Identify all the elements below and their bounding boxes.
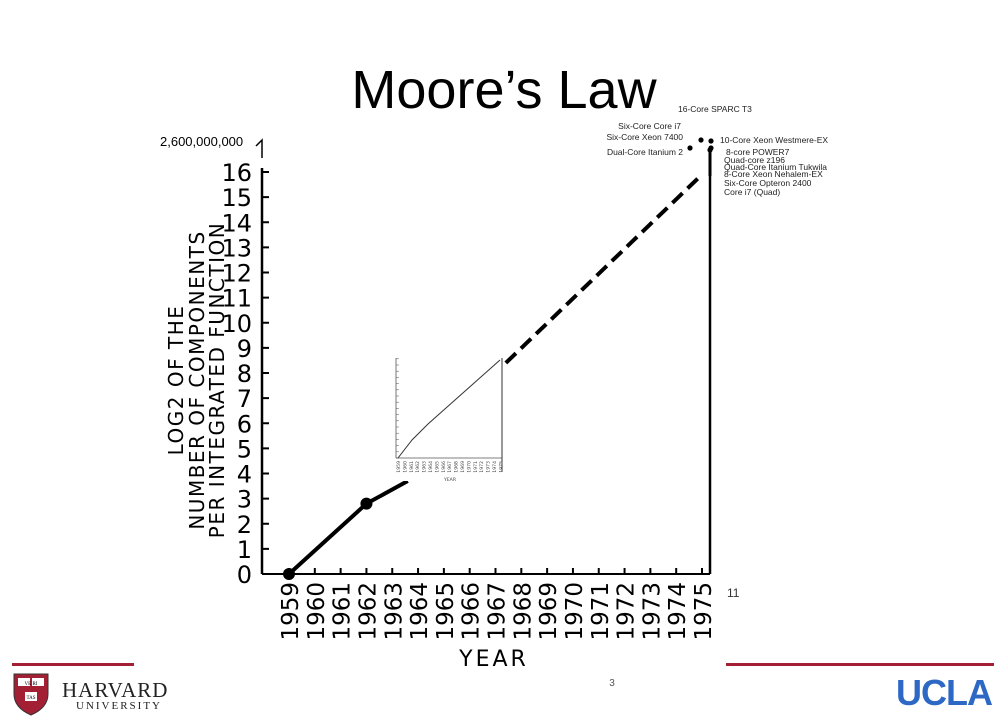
inset-x-tick-label: 1967 bbox=[447, 461, 453, 473]
y-tick-label: 4 bbox=[237, 461, 252, 489]
processor-label: Core i7 (Quad) bbox=[724, 187, 780, 197]
y-tick-label: 3 bbox=[237, 486, 252, 514]
harvard-logo-text: HARVARD bbox=[62, 678, 169, 702]
x-tick-label: 1961 bbox=[330, 582, 356, 641]
left-divider bbox=[12, 663, 134, 666]
right-divider bbox=[726, 663, 994, 666]
harvard-logo-subtext: UNIVERSITY bbox=[76, 700, 162, 712]
x-tick-label: 1965 bbox=[433, 582, 459, 641]
x-axis-label: YEAR bbox=[458, 647, 529, 672]
y-tick-label: 10 bbox=[221, 310, 252, 338]
y-tick-label: 7 bbox=[237, 385, 252, 413]
y-axis-label-line: PER INTEGRATED FUNCTION bbox=[205, 222, 229, 538]
inset-x-tick-label: 1968 bbox=[454, 461, 460, 473]
inset-trend-line bbox=[397, 359, 501, 459]
top-value-label: 2,600,000,000 bbox=[160, 134, 243, 149]
y-tick-label: 0 bbox=[237, 561, 252, 589]
processor-label: Quad-core z196 bbox=[724, 155, 785, 165]
x-tick-labels: 1959 1960 1961 1962 1963 1964 1965 1966 1967 1968… bbox=[278, 568, 717, 641]
y-tick-label: 1 bbox=[237, 536, 252, 564]
processor-label: 8-core POWER7 bbox=[726, 147, 790, 157]
y-tick-label: 9 bbox=[237, 335, 252, 363]
x-tick-label: 1969 bbox=[536, 582, 562, 641]
x-tick-label: 1967 bbox=[485, 582, 511, 641]
y-tick-label: 8 bbox=[237, 360, 252, 388]
x-tick-label: 1964 bbox=[407, 582, 433, 641]
inset-x-tick-label: 1961 bbox=[409, 461, 415, 473]
inset-x-tick-label: 1974 bbox=[492, 461, 498, 473]
solid-trend-line bbox=[287, 479, 409, 576]
y-tick-label: 12 bbox=[221, 260, 252, 288]
processor-label: 16-Core SPARC T3 bbox=[678, 104, 752, 114]
harvard-shield-icon: VE RI TAS bbox=[13, 673, 49, 716]
ucla-logo: UCLA bbox=[896, 672, 993, 713]
y-tick-label: 13 bbox=[221, 234, 252, 262]
inset-x-tick-label: 1959 bbox=[396, 461, 402, 473]
x-tick-label: 1966 bbox=[459, 582, 485, 641]
slide-title: Moore’s Law bbox=[351, 60, 657, 120]
processor-label: Six-Core Core i7 bbox=[618, 121, 681, 131]
processor-label: Six-Core Opteron 2400 bbox=[724, 178, 812, 188]
inset-x-tick-label: 1975 bbox=[498, 461, 504, 473]
data-markers bbox=[283, 497, 373, 580]
top-bracket bbox=[255, 138, 263, 158]
data-point bbox=[360, 497, 373, 510]
y-tick-label: 11 bbox=[221, 285, 252, 313]
x-tick-label: 1971 bbox=[588, 582, 614, 641]
shield-text-2: TAS bbox=[26, 696, 35, 701]
processor-label: Six-Core Xeon 7400 bbox=[606, 132, 683, 142]
inset-x-tick-label: 1965 bbox=[434, 461, 440, 473]
x-tick-label: 1959 bbox=[278, 582, 304, 641]
x-tick-label: 1975 bbox=[691, 582, 717, 641]
page-number: 3 bbox=[609, 678, 615, 689]
inset-x-tick-label: 1969 bbox=[460, 461, 466, 473]
inset-x-tick-label: 1963 bbox=[422, 461, 428, 473]
y-tick-label: 16 bbox=[221, 159, 252, 187]
processor-label: 8-Core Xeon Nehalem-EX bbox=[724, 169, 823, 179]
processor-point bbox=[698, 137, 704, 143]
inset-x-tick-label: 1971 bbox=[473, 461, 479, 473]
x-tick-label: 1963 bbox=[381, 582, 407, 641]
inset-x-tick-label: 1972 bbox=[479, 461, 485, 473]
inset-chart: 1959 1960 1961 1962 1963 1964 1965 1966 1967 1968… bbox=[392, 355, 504, 483]
inset-background bbox=[392, 355, 504, 481]
processor-label: 10-Core Xeon Westmere-EX bbox=[720, 135, 828, 145]
dashed-trend-line bbox=[504, 173, 704, 365]
slide-index: 11 bbox=[727, 586, 740, 600]
x-tick-label: 1960 bbox=[304, 582, 330, 641]
inset-x-tick-label: 1962 bbox=[415, 461, 421, 473]
inset-x-tick-label: 1960 bbox=[402, 461, 408, 473]
y-tick-label: 14 bbox=[221, 209, 252, 237]
y-axis-label-line: LOG2 OF THE bbox=[164, 305, 188, 456]
inset-x-label: YEAR bbox=[443, 477, 457, 483]
data-point bbox=[283, 568, 295, 580]
inset-x-tick-label: 1966 bbox=[441, 461, 447, 473]
processor-label: Quad-Core Itanium Tukwila bbox=[724, 162, 827, 172]
y-tick-label: 2 bbox=[237, 511, 252, 539]
processor-point bbox=[708, 138, 714, 144]
y-tick-label: 6 bbox=[237, 410, 252, 438]
y-tick-label: 15 bbox=[221, 184, 252, 212]
x-tick-label: 1962 bbox=[355, 582, 381, 641]
processor-label: Dual-Core Itanium 2 bbox=[607, 147, 683, 157]
chart-axes bbox=[255, 138, 712, 575]
x-tick-label: 1974 bbox=[665, 582, 691, 641]
y-axis-label-line: NUMBER OF COMPONENTS bbox=[185, 230, 209, 529]
x-tick-label: 1972 bbox=[614, 582, 640, 641]
x-tick-label: 1973 bbox=[639, 582, 665, 641]
inset-x-tick-label: 1970 bbox=[466, 461, 472, 473]
x-tick-label: 1968 bbox=[510, 582, 536, 641]
processor-point bbox=[687, 145, 693, 151]
inset-x-tick-label: 1973 bbox=[486, 461, 492, 473]
y-tick-label: 5 bbox=[237, 435, 252, 463]
x-tick-label: 1970 bbox=[562, 582, 588, 641]
shield-text-1: VE RI bbox=[25, 682, 38, 687]
inset-x-tick-label: 1964 bbox=[428, 461, 434, 473]
